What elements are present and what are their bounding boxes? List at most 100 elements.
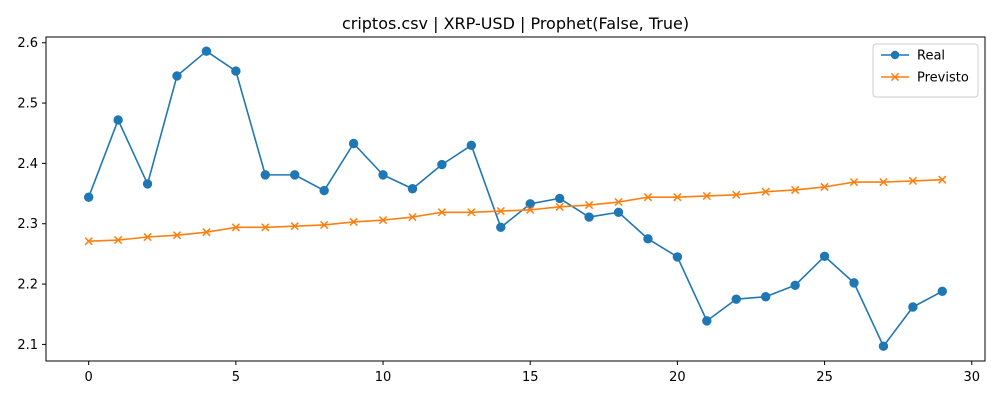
data-point-previsto — [584, 200, 594, 210]
data-point-previsto — [702, 191, 711, 201]
x-tick-label-0: 0 — [85, 370, 93, 385]
data-point-real — [672, 252, 683, 262]
data-point-previsto — [202, 228, 211, 237]
data-point-previsto — [290, 222, 299, 231]
series-line-previsto — [88, 178, 943, 243]
x-tick-label-10: 10 — [375, 370, 392, 385]
data-point-previsto — [378, 215, 388, 225]
data-point-previsto — [467, 208, 476, 217]
data-point-real — [613, 207, 624, 217]
y-tick-label-2.6: 2.6 — [17, 36, 38, 51]
marker-stroke — [378, 215, 388, 225]
series-previsto — [84, 175, 947, 246]
marker-stroke — [584, 200, 594, 210]
marker-stroke — [526, 205, 535, 214]
data-point-real — [819, 251, 830, 262]
legend: Real Previsto — [872, 43, 979, 98]
x-tick-label-5: 5 — [232, 370, 240, 385]
series-real — [83, 46, 948, 351]
x-axis: 0 5 10 15 20 25 30 — [85, 361, 980, 385]
data-point-previsto — [408, 212, 417, 222]
data-point-real — [937, 286, 948, 297]
marker-stroke — [437, 208, 447, 217]
data-point-previsto — [849, 177, 859, 187]
marker-stroke — [732, 190, 741, 199]
data-point-previsto — [555, 202, 564, 211]
data-point-real — [260, 170, 270, 180]
data-point-real — [142, 179, 153, 189]
marker-stroke — [349, 217, 358, 227]
marker-stroke — [231, 223, 240, 232]
data-point-previsto — [614, 197, 623, 207]
data-point-real — [643, 234, 653, 244]
y-tick-label-2.3: 2.3 — [17, 217, 38, 232]
series-line-real — [87, 50, 943, 348]
marker-stroke — [938, 175, 947, 184]
data-point-previsto — [143, 232, 152, 242]
data-point-real — [525, 199, 535, 209]
data-point-real — [290, 170, 300, 180]
marker-stroke — [879, 177, 888, 187]
legend-marker — [890, 50, 900, 60]
marker-stroke — [202, 228, 211, 237]
marker-stroke — [908, 176, 918, 186]
marker-stroke — [673, 193, 682, 202]
x-tick-label-25: 25 — [816, 370, 833, 385]
marker-stroke — [467, 208, 476, 217]
data-point-previsto — [820, 182, 829, 192]
marker-stroke — [113, 235, 123, 245]
y-tick-label-2.4: 2.4 — [17, 157, 38, 172]
data-point-real — [731, 294, 741, 304]
marker-stroke — [290, 222, 299, 231]
marker-stroke — [820, 182, 829, 192]
data-point-previsto — [791, 185, 800, 195]
legend-label-previsto: Previsto — [917, 71, 969, 86]
data-point-real — [466, 140, 477, 151]
data-point-real — [496, 222, 506, 233]
data-point-previsto — [320, 220, 329, 230]
marker-stroke — [761, 187, 770, 196]
x-tick-label-20: 20 — [669, 370, 686, 385]
data-point-real — [348, 138, 359, 149]
data-point-real — [908, 302, 918, 312]
marker-stroke — [614, 197, 623, 207]
data-point-previsto — [732, 190, 741, 199]
data-point-previsto — [761, 187, 770, 196]
y-tick-label-2.2: 2.2 — [17, 278, 38, 293]
data-point-real — [407, 184, 418, 194]
marker-stroke — [555, 202, 564, 211]
marker-stroke — [496, 206, 505, 216]
data-point-previsto — [261, 223, 270, 232]
y-tick-label-2.5: 2.5 — [17, 97, 38, 112]
data-point-previsto — [643, 193, 653, 202]
data-point-real — [702, 316, 712, 326]
data-point-previsto — [908, 176, 918, 186]
chart-title: criptos.csv | XRP-USD | Prophet(False, T… — [342, 14, 689, 33]
x-tick-label-30: 30 — [963, 370, 980, 385]
data-point-real — [878, 341, 889, 351]
marker-stroke — [643, 193, 653, 202]
data-point-previsto — [938, 175, 947, 184]
marker-stroke — [261, 223, 270, 232]
data-point-previsto — [437, 208, 447, 217]
data-point-previsto — [172, 231, 182, 240]
data-point-real — [319, 185, 329, 196]
legend-item-previsto: Previsto — [881, 71, 969, 86]
data-point-previsto — [879, 177, 888, 187]
data-point-real — [201, 46, 212, 56]
data-point-real — [790, 280, 800, 290]
plot-frame — [45, 36, 986, 362]
data-point-real — [231, 66, 241, 76]
marker-stroke — [143, 232, 152, 242]
data-point-real — [437, 159, 447, 170]
legend-box — [872, 43, 979, 98]
data-point-previsto — [113, 235, 123, 245]
data-point-real — [584, 212, 594, 222]
plot-area — [45, 36, 986, 362]
marker-stroke — [791, 185, 800, 195]
marker-stroke — [408, 212, 417, 222]
data-point-previsto — [84, 237, 93, 246]
data-point-real — [378, 170, 388, 180]
